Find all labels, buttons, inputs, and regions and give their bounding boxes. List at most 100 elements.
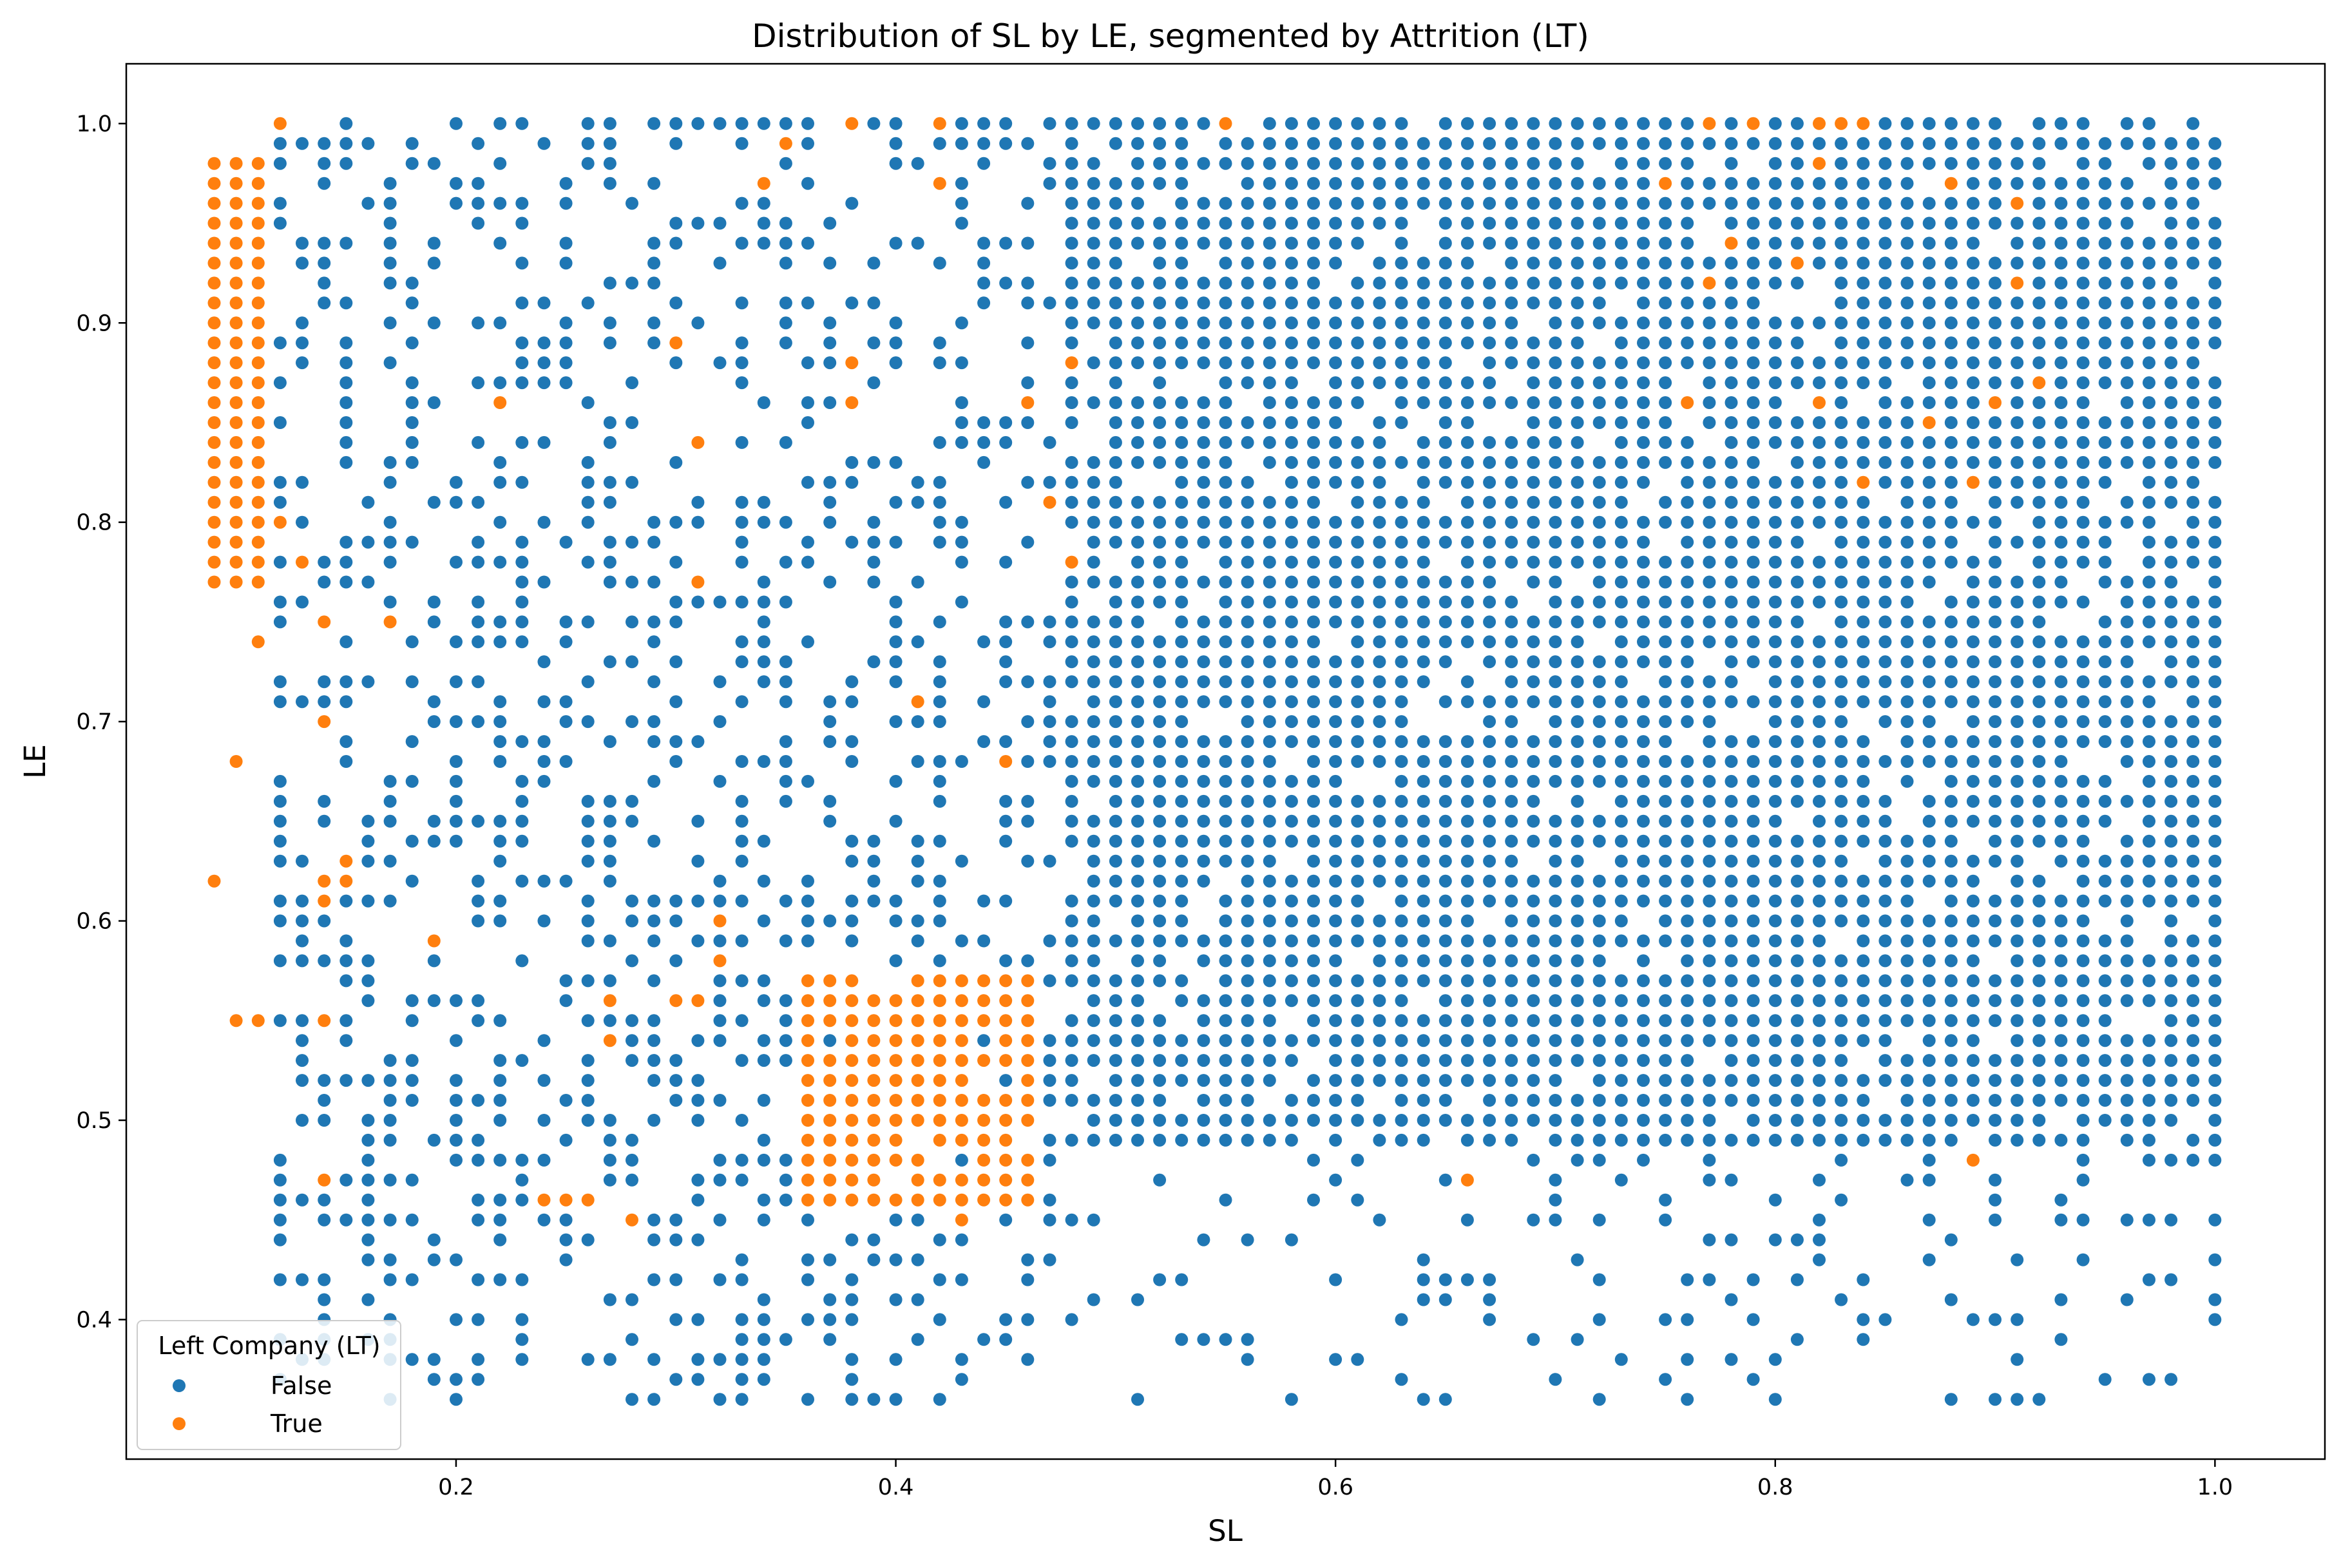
- scatter-point-false: [1438, 455, 1452, 469]
- scatter-point-false: [1813, 715, 1826, 729]
- scatter-point-false: [1153, 755, 1167, 768]
- scatter-point-false: [2164, 595, 2178, 609]
- scatter-point-false: [1197, 735, 1210, 749]
- scatter-point-false: [1725, 994, 1738, 1008]
- scatter-point-false: [1087, 495, 1100, 509]
- scatter-point-false: [1527, 396, 1540, 409]
- scatter-point-false: [1505, 515, 1518, 529]
- scatter-point-false: [1703, 954, 1716, 968]
- scatter-point-false: [1483, 376, 1496, 390]
- scatter-point-false: [1021, 854, 1035, 868]
- scatter-point-false: [1307, 814, 1320, 828]
- scatter-point-false: [537, 356, 551, 370]
- scatter-point-false: [339, 575, 353, 589]
- scatter-point-false: [1219, 794, 1232, 808]
- scatter-point-false: [1087, 177, 1100, 190]
- scatter-point-false: [2076, 256, 2090, 270]
- scatter-point-false: [1989, 336, 2002, 350]
- scatter-point-false: [2164, 1014, 2178, 1028]
- scatter-point-false: [1395, 336, 1408, 350]
- scatter-point-false: [757, 1034, 770, 1047]
- scatter-point-true: [1746, 117, 1760, 130]
- scatter-point-false: [1197, 1333, 1210, 1346]
- scatter-point-false: [845, 1373, 859, 1386]
- scatter-point-false: [2076, 675, 2090, 689]
- scatter-point-false: [779, 735, 792, 749]
- scatter-point-false: [318, 256, 331, 270]
- scatter-point-false: [1549, 196, 1562, 210]
- scatter-point-false: [339, 296, 353, 310]
- scatter-point-false: [1835, 336, 1848, 350]
- scatter-point-true: [977, 1114, 991, 1127]
- scatter-point-false: [1659, 396, 1672, 409]
- scatter-point-false: [626, 1393, 638, 1406]
- scatter-point-true: [845, 1133, 859, 1147]
- scatter-point-false: [1592, 356, 1606, 370]
- scatter-point-false: [1417, 515, 1430, 529]
- scatter-point-false: [2011, 495, 2024, 509]
- scatter-point-false: [1131, 1114, 1144, 1127]
- scatter-point-false: [1131, 874, 1144, 888]
- scatter-point-false: [1065, 177, 1078, 190]
- scatter-point-false: [2032, 177, 2046, 190]
- scatter-point-false: [2164, 1153, 2178, 1167]
- scatter-point-true: [889, 1034, 903, 1047]
- scatter-point-false: [405, 1054, 419, 1067]
- scatter-point-false: [603, 535, 616, 549]
- scatter-point-false: [339, 675, 353, 689]
- scatter-point-false: [1241, 1074, 1254, 1087]
- scatter-point-false: [2032, 356, 2046, 370]
- scatter-point-false: [713, 874, 727, 888]
- scatter-point-false: [1175, 296, 1189, 310]
- scatter-point-false: [801, 396, 814, 409]
- scatter-point-false: [1813, 755, 1826, 768]
- scatter-point-false: [1813, 1094, 1826, 1107]
- scatter-point-false: [1527, 675, 1540, 689]
- scatter-point-false: [1307, 994, 1320, 1008]
- scatter-point-false: [1065, 117, 1078, 130]
- scatter-point-false: [1065, 316, 1078, 330]
- scatter-point-false: [2054, 276, 2068, 290]
- scatter-point-false: [1571, 356, 1584, 370]
- scatter-point-false: [1131, 1054, 1144, 1067]
- scatter-point-false: [1527, 216, 1540, 230]
- scatter-point-false: [1922, 655, 1936, 669]
- scatter-point-false: [1307, 695, 1320, 709]
- scatter-point-false: [1153, 1273, 1167, 1286]
- scatter-point-false: [1219, 396, 1232, 409]
- scatter-point-false: [1395, 396, 1408, 409]
- scatter-point-false: [1263, 296, 1276, 310]
- scatter-point-false: [1505, 216, 1518, 230]
- scatter-point-false: [1746, 735, 1760, 749]
- scatter-point-false: [1813, 635, 1826, 649]
- scatter-point-false: [889, 894, 903, 908]
- scatter-point-false: [1285, 794, 1298, 808]
- scatter-point-false: [2164, 376, 2178, 390]
- scatter-point-false: [691, 1233, 705, 1247]
- scatter-point-false: [1351, 994, 1364, 1008]
- scatter-point-false: [1438, 515, 1452, 529]
- scatter-point-false: [2098, 296, 2112, 310]
- scatter-point-false: [2164, 755, 2178, 768]
- scatter-point-false: [273, 914, 287, 928]
- scatter-point-false: [1900, 157, 1914, 170]
- scatter-point-true: [1857, 117, 1870, 130]
- scatter-point-false: [1614, 735, 1628, 749]
- scatter-point-false: [999, 1333, 1013, 1346]
- scatter-point-false: [1703, 675, 1716, 689]
- scatter-point-false: [1989, 1114, 2002, 1127]
- scatter-point-false: [603, 874, 616, 888]
- scatter-point-false: [1043, 296, 1056, 310]
- scatter-point-false: [1703, 1114, 1716, 1127]
- scatter-point-false: [581, 117, 595, 130]
- scatter-point-false: [1197, 515, 1210, 529]
- scatter-point-false: [1813, 1173, 1826, 1187]
- scatter-point-false: [1505, 994, 1518, 1008]
- scatter-point-false: [1592, 735, 1606, 749]
- scatter-point-false: [911, 755, 924, 768]
- scatter-point-false: [1571, 276, 1584, 290]
- scatter-point-false: [1922, 475, 1936, 489]
- scatter-point-false: [1483, 1034, 1496, 1047]
- scatter-point-false: [1659, 1094, 1672, 1107]
- scatter-point-false: [405, 276, 419, 290]
